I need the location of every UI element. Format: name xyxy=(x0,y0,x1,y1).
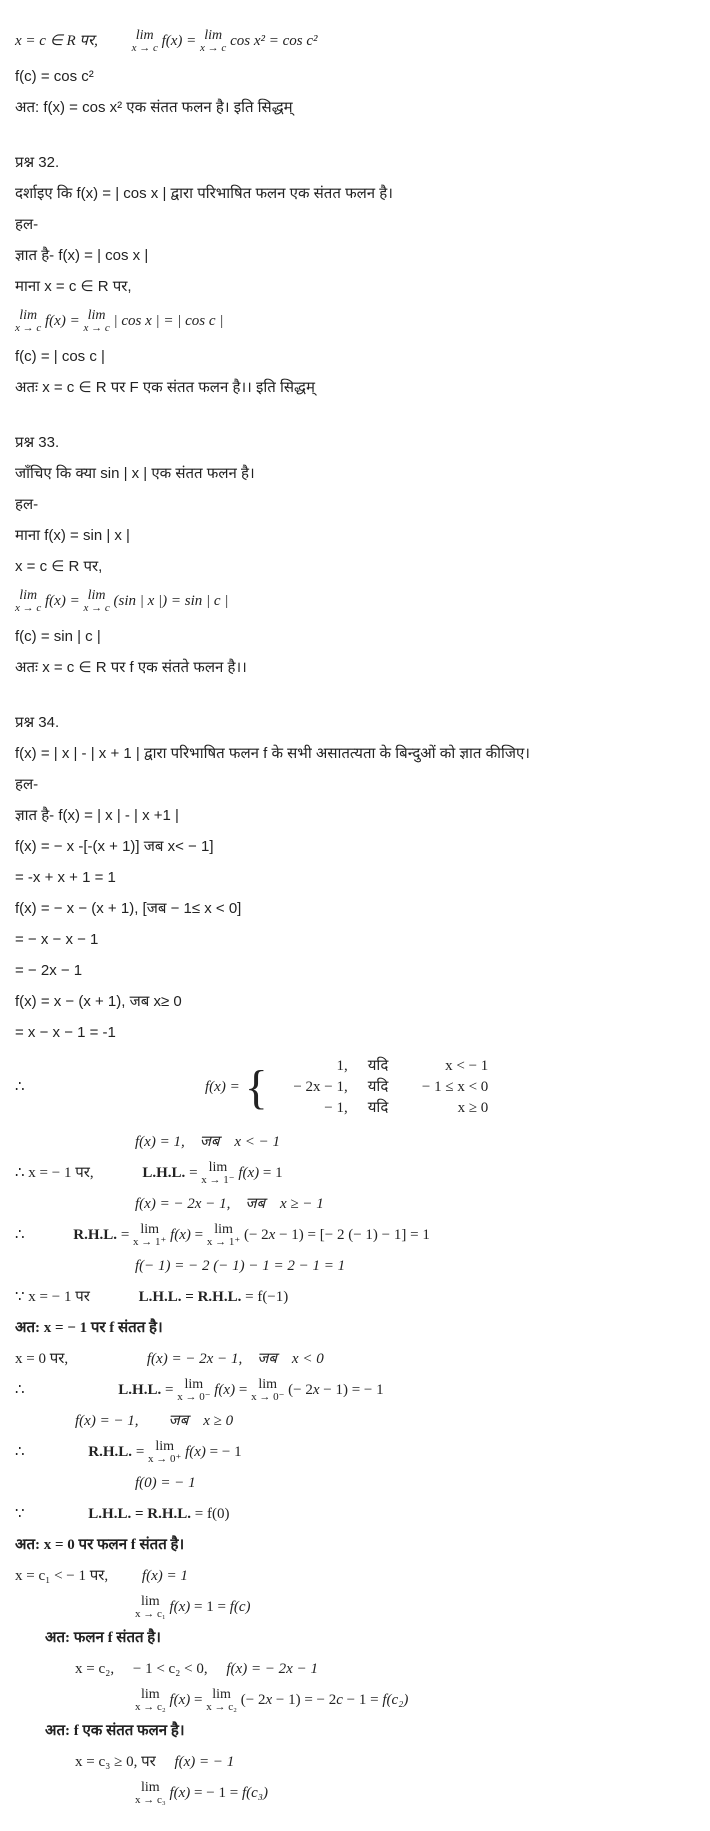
because-symbol: ∵ xyxy=(15,1506,25,1522)
conclusion: अत: फलन f संतत है। xyxy=(15,1625,695,1652)
limit-line: limx → c₂ f(x) = limx → c₂ (− 2x − 1) = … xyxy=(15,1687,695,1714)
math-text: f(x) = − 2x − 1, जब x ≥ − 1 xyxy=(135,1196,324,1212)
conclusion: अत: f एक संतत फलन है। xyxy=(15,1718,695,1745)
rhl-label: R.H.L. xyxy=(88,1444,132,1460)
text-line: f(− 1) = − 2 (− 1) − 1 = 2 − 1 = 1 xyxy=(15,1253,695,1280)
text-line: ज्ञात है- f(x) = | x | - | x +1 | xyxy=(15,802,695,829)
text-line: माना f(x) = sin | x | xyxy=(15,522,695,549)
text-line: x = c₃ ≥ 0, पर f(x) = − 1 xyxy=(15,1749,695,1776)
limit-line: limx → c₃ f(x) = − 1 = f(c₃) xyxy=(15,1780,695,1807)
lhl-rhl-label: L.H.L. = R.H.L. xyxy=(139,1289,242,1305)
fx-label: f(x) = xyxy=(205,1074,240,1101)
question-title: प्रश्न 34. xyxy=(15,709,695,736)
math-text: f(x) = − 1 xyxy=(174,1754,234,1770)
text-line: x = c₁ < − 1 पर, f(x) = 1 xyxy=(15,1563,695,1590)
text-line: अतः x = c ∈ R पर f एक संतते फलन है।। xyxy=(15,654,695,681)
pw-cond: x ≥ 0 xyxy=(408,1098,488,1119)
text-line: माना x = c ∈ R पर, xyxy=(15,273,695,300)
math-text: f(x) = 1 xyxy=(142,1568,188,1584)
text-line: = x − x − 1 = -1 xyxy=(15,1019,695,1046)
at-point: x = c₂, xyxy=(75,1661,114,1677)
pw-cond-label: यदि xyxy=(368,1098,389,1119)
pw-cond-label: यदि xyxy=(368,1056,389,1077)
lhl-label: L.H.L. xyxy=(118,1382,161,1398)
text-line: = -x + x + 1 = 1 xyxy=(15,864,695,891)
math-text: f(0) = − 1 xyxy=(135,1475,196,1491)
at-point: x = c₃ ≥ 0, पर xyxy=(75,1754,156,1770)
math-text: f(x) = − 1, जब x ≥ 0 xyxy=(75,1413,233,1429)
text-line: = − 2x − 1 xyxy=(15,957,695,984)
math-text: f(x) = 1, जब x < − 1 xyxy=(135,1134,280,1150)
question-statement: f(x) = | x | - | x + 1 | द्वारा परिभाषित… xyxy=(15,740,695,767)
conclusion: अत: x = 0 पर फलन f संतत है। xyxy=(15,1532,695,1559)
lhl-rhl-label: L.H.L. = R.H.L. xyxy=(88,1506,191,1522)
text-line: f(x) = − 1, जब x ≥ 0 xyxy=(15,1408,695,1435)
question-title: प्रश्न 33. xyxy=(15,429,695,456)
text-line: f(x) = − 2x − 1, जब x ≥ − 1 xyxy=(15,1191,695,1218)
pw-cond-label: यदि xyxy=(368,1077,389,1098)
text-line: f(x) = − x -[-(x + 1)] जब x< − 1] xyxy=(15,833,695,860)
pw-val: 1, xyxy=(273,1056,348,1077)
text-line: f(c) = | cos c | xyxy=(15,343,695,370)
solution-label: हल- xyxy=(15,771,695,798)
math-text: f(− 1) = − 2 (− 1) − 1 = 2 − 1 = 1 xyxy=(135,1258,345,1274)
equation-line: x = c ∈ R पर, limx → c f(x) = limx → c c… xyxy=(15,28,695,55)
therefore-symbol: ∴ xyxy=(15,1444,25,1460)
text-line: x = 0 पर, f(x) = − 2x − 1, जब x < 0 xyxy=(15,1346,695,1373)
text-line: अत: f(x) = cos x² एक संतत फलन है। इति सि… xyxy=(15,94,695,121)
therefore-symbol: ∴ xyxy=(15,1382,25,1398)
question-statement: दर्शाइए कि f(x) = | cos x | द्वारा परिभा… xyxy=(15,180,695,207)
math-text: f(x) = − 2x − 1, जब x < 0 xyxy=(147,1351,324,1367)
therefore-symbol: ∴ xyxy=(15,1227,25,1243)
question-title: प्रश्न 32. xyxy=(15,149,695,176)
therefore-symbol: ∴ xyxy=(15,1074,45,1101)
rhl-line: ∴ R.H.L. = limx → 1⁺ f(x) = limx → 1⁺ (−… xyxy=(15,1222,695,1249)
equation-line: limx → c f(x) = limx → c | cos x | = | c… xyxy=(15,308,695,335)
piecewise-function: ∴ f(x) = { 1,यदिx < − 1 − 2x − 1,यदि− 1 … xyxy=(15,1056,695,1119)
rhl-line: ∴ R.H.L. = limx → 0⁺ f(x) = − 1 xyxy=(15,1439,695,1466)
eq-fc: = f(0) xyxy=(195,1506,230,1522)
text-line: f(x) = x − (x + 1), जब x≥ 0 xyxy=(15,988,695,1015)
text-line: f(x) = 1, जब x < − 1 xyxy=(15,1129,695,1156)
text-line: x = c ∈ R पर, xyxy=(15,553,695,580)
at-point: x = 0 पर, xyxy=(15,1351,68,1367)
text-line: f(c) = cos c² xyxy=(15,63,695,90)
at-point: ∵ x = − 1 पर xyxy=(15,1289,90,1305)
text-line: f(0) = − 1 xyxy=(15,1470,695,1497)
text-line: x = c₂, − 1 < c₂ < 0, f(x) = − 2x − 1 xyxy=(15,1656,695,1683)
pw-val: − 2x − 1, xyxy=(273,1077,348,1098)
text-line: f(x) = − x − (x + 1), [जब − 1≤ x < 0] xyxy=(15,895,695,922)
pw-cond: − 1 ≤ x < 0 xyxy=(408,1077,488,1098)
text-line: ज्ञात है- f(x) = | cos x | xyxy=(15,242,695,269)
question-statement: जाँचिए कि क्या sin | x | एक संतत फलन है। xyxy=(15,460,695,487)
range: − 1 < c₂ < 0, xyxy=(133,1661,208,1677)
equality-line: ∵ L.H.L. = R.H.L. = f(0) xyxy=(15,1501,695,1528)
lhl-line: ∴ L.H.L. = limx → 0⁻ f(x) = limx → 0⁻ (−… xyxy=(15,1377,695,1404)
equality-line: ∵ x = − 1 पर L.H.L. = R.H.L. = f(−1) xyxy=(15,1284,695,1311)
conclusion: अत: x = − 1 पर f संतत है। xyxy=(15,1315,695,1342)
text-line: = − x − x − 1 xyxy=(15,926,695,953)
math-text: f(x) = − 2x − 1 xyxy=(226,1661,318,1677)
eq-fc: = f(−1) xyxy=(245,1289,288,1305)
text-line: अतः x = c ∈ R पर F एक संतत फलन है।। इति … xyxy=(15,374,695,401)
rhl-label: R.H.L. xyxy=(73,1227,117,1243)
at-point: x = c₁ < − 1 पर, xyxy=(15,1568,108,1584)
pw-cond: x < − 1 xyxy=(408,1056,488,1077)
lhl-label: L.H.L. xyxy=(142,1165,185,1181)
at-point: ∴ x = − 1 पर, xyxy=(15,1165,94,1181)
equation-line: limx → c f(x) = limx → c (sin | x |) = s… xyxy=(15,588,695,615)
limit-line: limx → c₁ f(x) = 1 = f(c) xyxy=(15,1594,695,1621)
solution-label: हल- xyxy=(15,491,695,518)
text-line: f(c) = sin | c | xyxy=(15,623,695,650)
pw-val: − 1, xyxy=(273,1098,348,1119)
solution-label: हल- xyxy=(15,211,695,238)
lhl-line: ∴ x = − 1 पर, L.H.L. = limx → 1⁻ f(x) = … xyxy=(15,1160,695,1187)
